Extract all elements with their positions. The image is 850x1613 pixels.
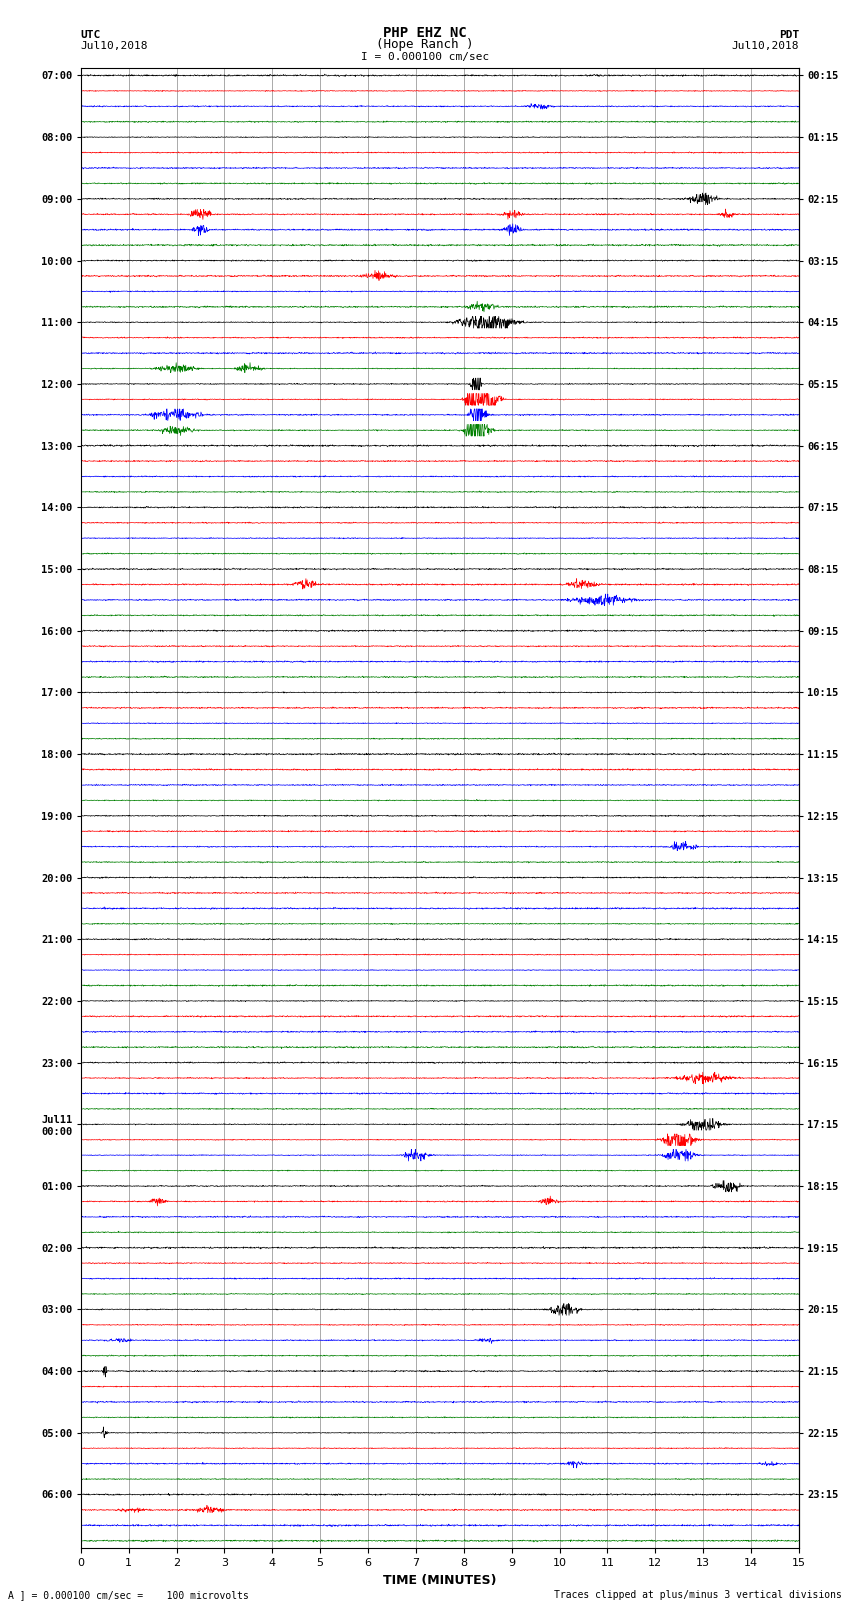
Text: PDT: PDT [779, 29, 799, 39]
Text: PHP EHZ NC: PHP EHZ NC [383, 26, 467, 39]
X-axis label: TIME (MINUTES): TIME (MINUTES) [383, 1574, 496, 1587]
Text: A ] = 0.000100 cm/sec =    100 microvolts: A ] = 0.000100 cm/sec = 100 microvolts [8, 1590, 249, 1600]
Text: Traces clipped at plus/minus 3 vertical divisions: Traces clipped at plus/minus 3 vertical … [553, 1590, 842, 1600]
Text: UTC: UTC [81, 29, 101, 39]
Text: Jul10,2018: Jul10,2018 [732, 40, 799, 50]
Text: I = 0.000100 cm/sec: I = 0.000100 cm/sec [361, 52, 489, 63]
Text: (Hope Ranch ): (Hope Ranch ) [377, 37, 473, 50]
Text: Jul10,2018: Jul10,2018 [81, 40, 148, 50]
